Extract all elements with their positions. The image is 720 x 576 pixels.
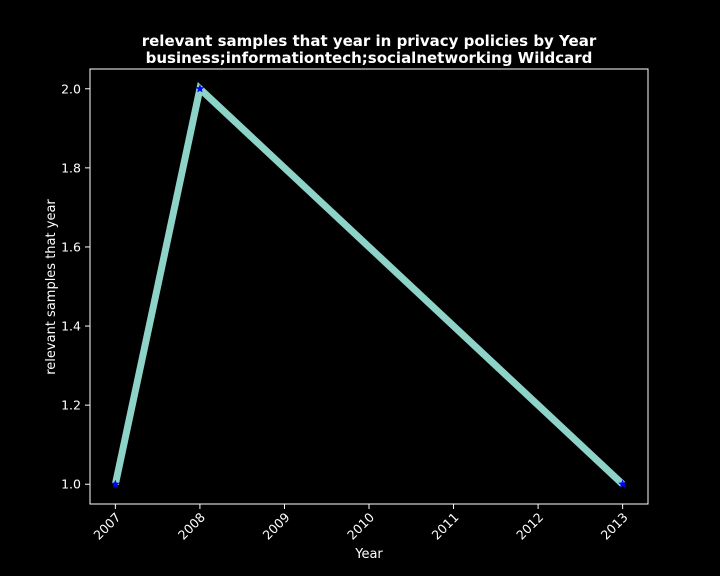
x-tick-label-2013: 2013: [598, 510, 631, 543]
x-tick-label-2011: 2011: [429, 510, 462, 543]
x-tick-label-2009: 2009: [259, 509, 292, 542]
plot-frame: [89, 68, 649, 505]
x-tick-label-2010: 2010: [344, 509, 377, 542]
y-tick-label-1.8: 1.8: [61, 160, 81, 175]
data-point-2008: [195, 84, 205, 93]
y-tick-label-1.0: 1.0: [61, 477, 81, 492]
y-axis-label: relevant samples that year: [44, 199, 59, 375]
y-tick-label-2.0: 2.0: [61, 81, 81, 96]
chart-title-line-2: business;informationtech;socialnetworkin…: [146, 49, 593, 67]
x-axis-label: Year: [354, 547, 383, 562]
x-tick-label-2008: 2008: [175, 509, 208, 542]
x-tick-label-2012: 2012: [513, 510, 546, 543]
series-line: [111, 81, 626, 487]
y-tick-label-1.2: 1.2: [61, 398, 81, 413]
chart-title-line-1: relevant samples that year in privacy po…: [142, 32, 597, 50]
plot-area: 2007 2008 2009 2010 2011 2012 2013 1.0 1.2 1.4 1.6…: [61, 68, 649, 543]
y-tick-label-1.4: 1.4: [61, 319, 81, 334]
x-tick-label-2007: 2007: [90, 510, 123, 543]
data-point-2013: [618, 479, 628, 489]
y-tick-label-1.6: 1.6: [61, 239, 81, 254]
data-point-2007: [110, 479, 120, 489]
